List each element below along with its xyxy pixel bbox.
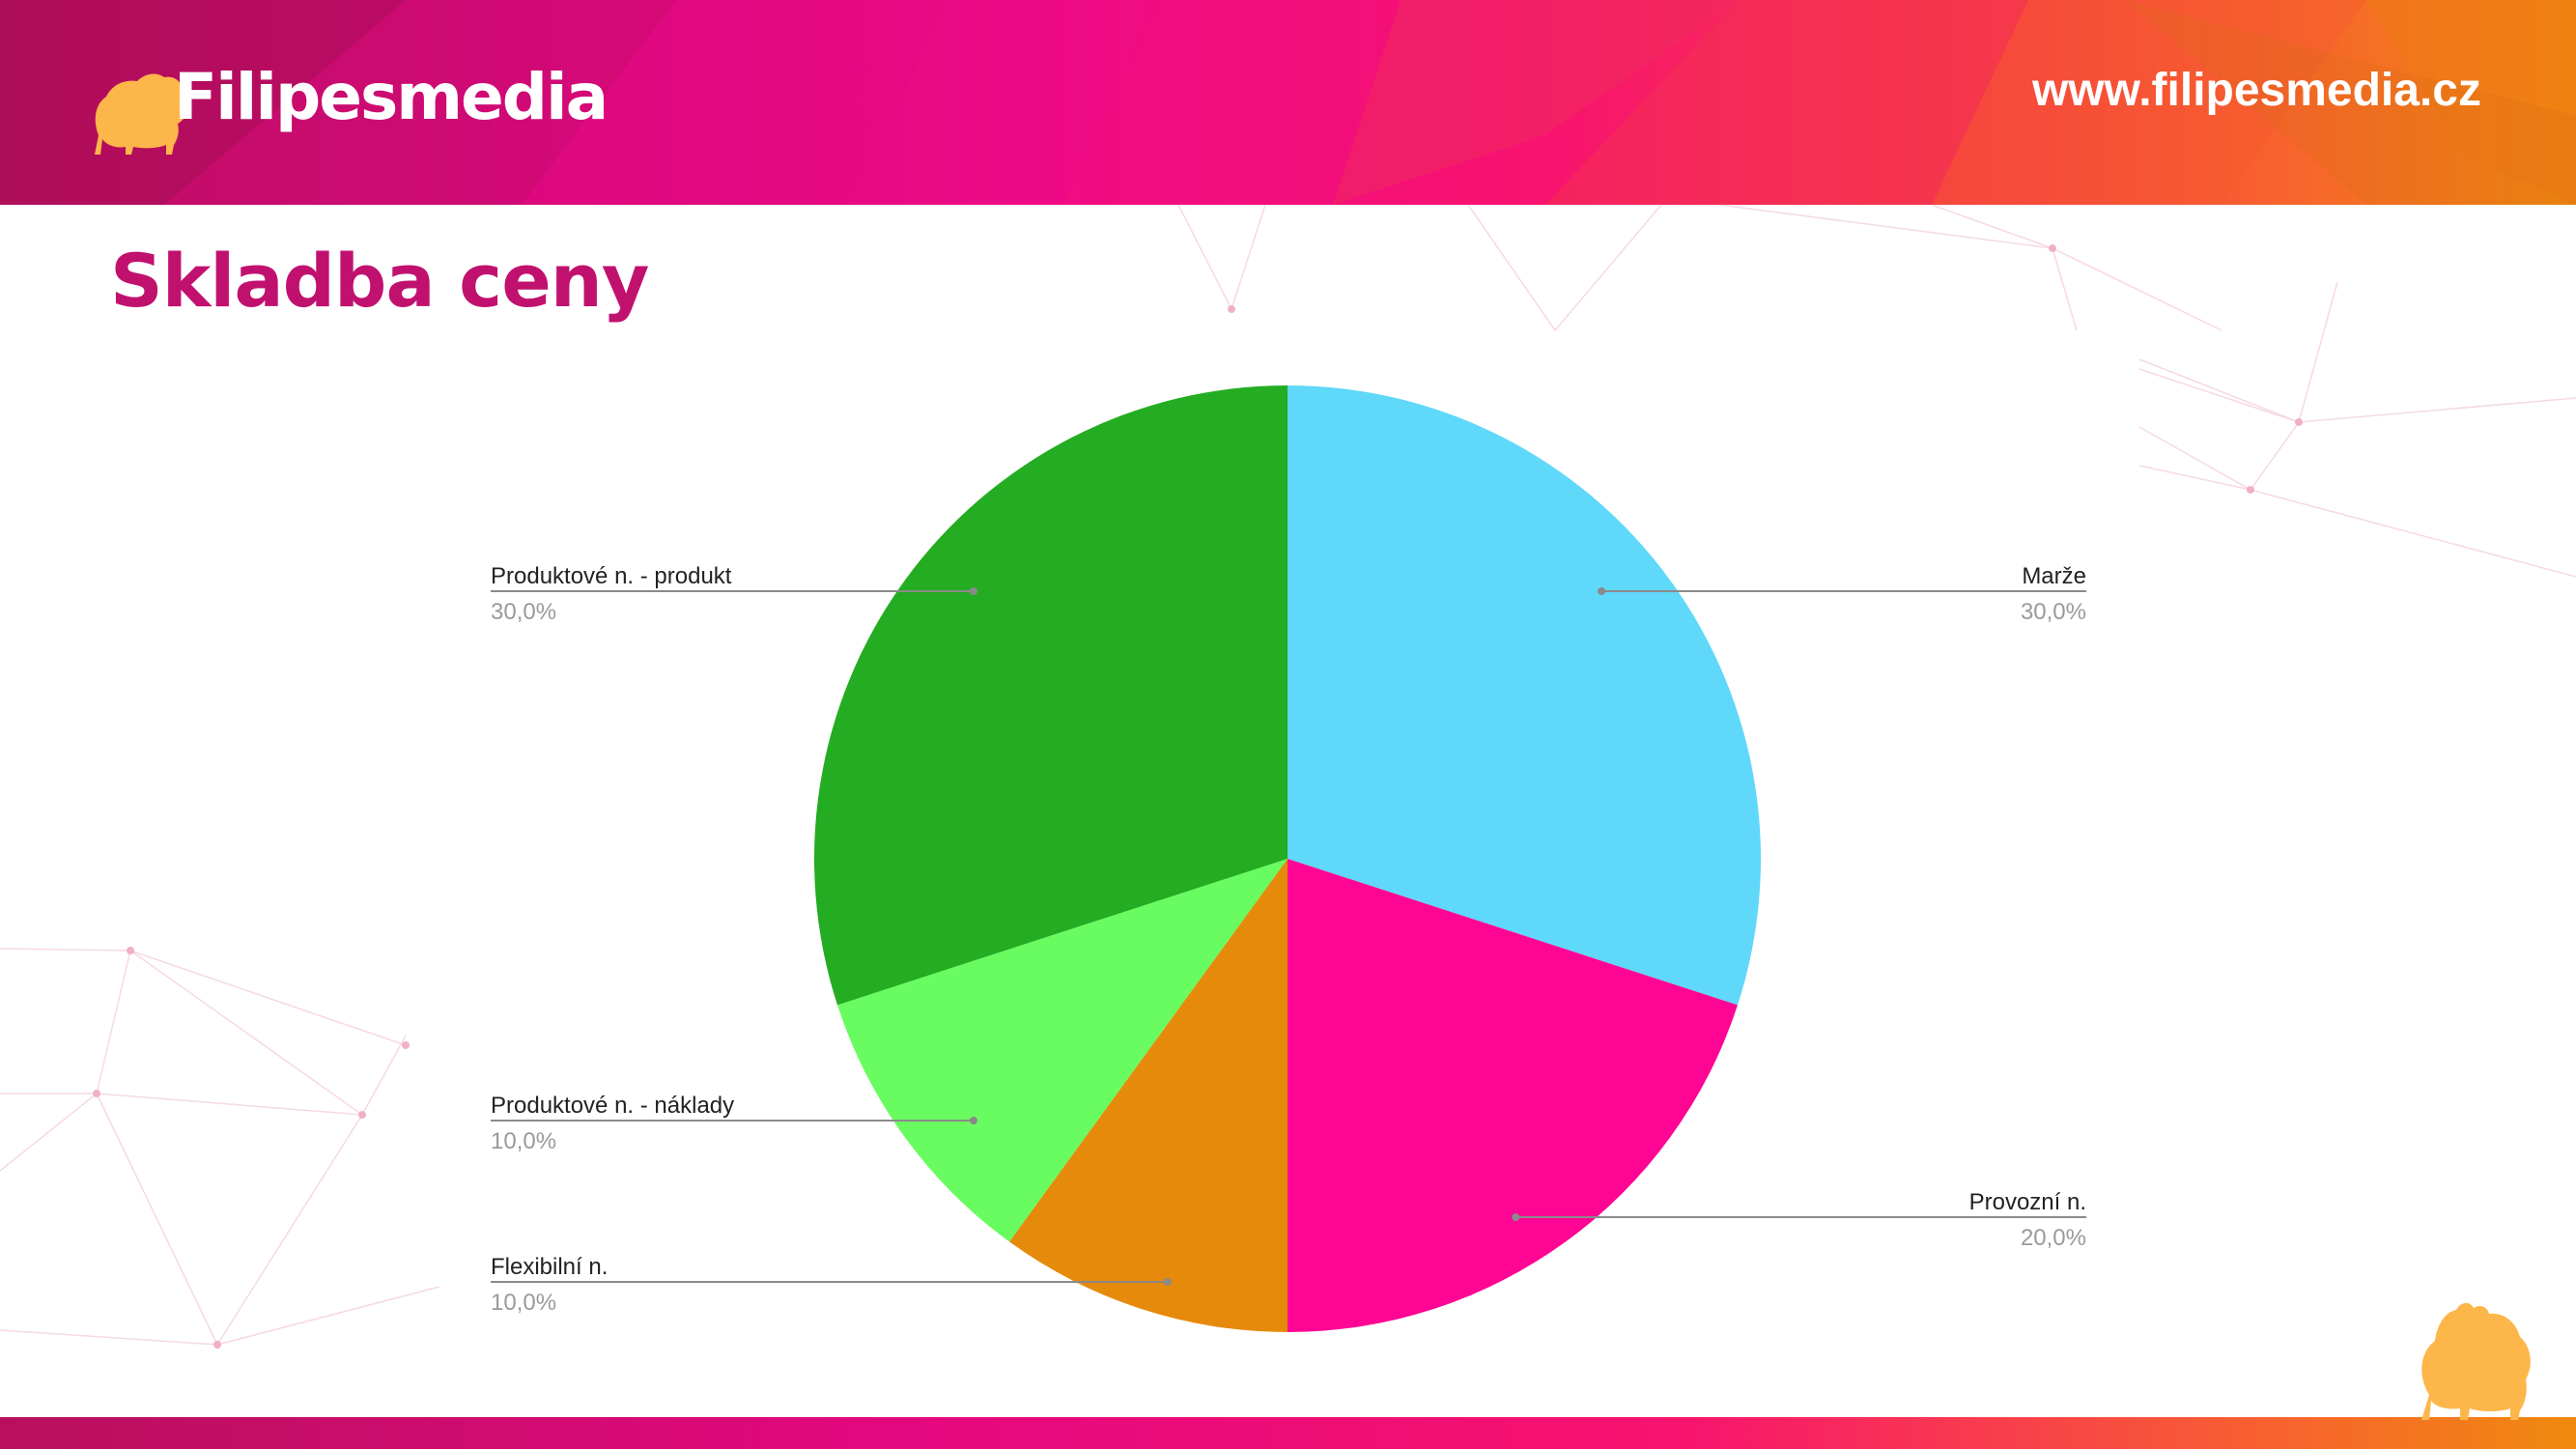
dog-silhouette-icon bbox=[95, 73, 191, 155]
pie-slice-flexibilni-n bbox=[1008, 859, 1288, 1332]
leader-dot-produktove-n-naklady bbox=[969, 1117, 977, 1124]
slice-label-produktove-n-naklady: Produktové n. - náklady bbox=[491, 1093, 734, 1119]
slice-label-flexibilni-n: Flexibilní n. bbox=[491, 1254, 608, 1280]
logo-text: Filipesmedia bbox=[174, 60, 609, 134]
slice-percent-flexibilni-n: 10,0% bbox=[491, 1290, 556, 1316]
slice-percent-produktove-n-naklady: 10,0% bbox=[491, 1128, 556, 1154]
slice-label-provozni-n: Provozní n. bbox=[1969, 1189, 2086, 1215]
pie-slice-provozni-n bbox=[1288, 859, 1739, 1332]
slice-percent-marze: 30,0% bbox=[2021, 599, 2086, 625]
pie-slice-marze bbox=[1288, 385, 1761, 1006]
leader-dot-provozni-n bbox=[1512, 1213, 1520, 1221]
leader-dot-flexibilni-n bbox=[1163, 1278, 1172, 1286]
corner-dog-icon bbox=[2421, 1302, 2531, 1420]
leader-dot-marze bbox=[1598, 587, 1606, 595]
header-banner: Filipesmedia www.filipesmedia.cz bbox=[0, 0, 2576, 205]
page-title: Skladba ceny bbox=[110, 238, 649, 324]
footer-bar bbox=[0, 1417, 2576, 1449]
pie-slice-produktove-n-produkt bbox=[814, 385, 1288, 1006]
header-facets bbox=[0, 0, 2576, 205]
slice-percent-provozni-n: 20,0% bbox=[2021, 1225, 2086, 1251]
background-network-lines bbox=[0, 205, 2576, 1349]
slice-percent-produktove-n-produkt: 30,0% bbox=[491, 599, 556, 625]
slice-label-produktove-n-produkt: Produktové n. - produkt bbox=[491, 563, 732, 589]
leader-dot-produktove-n-produkt bbox=[969, 587, 977, 595]
site-url-link[interactable]: www.filipesmedia.cz bbox=[2031, 65, 2481, 116]
slice-label-marze: Marže bbox=[2022, 563, 2086, 589]
pie-slice-produktove-n-naklady bbox=[836, 859, 1288, 1242]
